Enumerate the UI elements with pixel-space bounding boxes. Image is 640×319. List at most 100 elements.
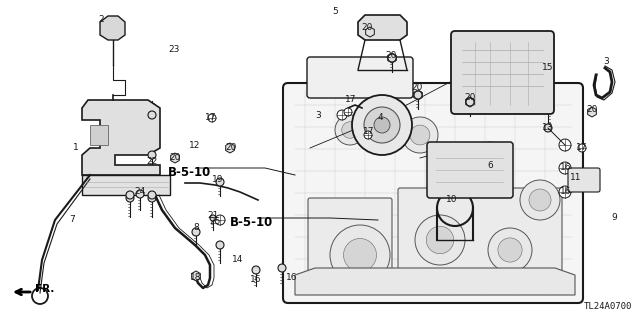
Polygon shape: [82, 175, 170, 195]
Text: 20: 20: [412, 84, 422, 93]
Text: 8: 8: [193, 224, 199, 233]
Circle shape: [192, 228, 200, 236]
Circle shape: [252, 266, 260, 274]
Polygon shape: [191, 271, 200, 281]
Circle shape: [216, 178, 224, 186]
Circle shape: [410, 125, 430, 145]
Text: 24: 24: [134, 188, 146, 197]
Text: B-5-10: B-5-10: [168, 166, 211, 179]
Circle shape: [480, 150, 500, 170]
Circle shape: [335, 115, 365, 145]
Circle shape: [415, 215, 465, 265]
Circle shape: [388, 54, 396, 62]
Text: TL24A0700: TL24A0700: [584, 302, 632, 311]
Circle shape: [466, 98, 474, 106]
FancyBboxPatch shape: [398, 188, 562, 292]
Text: 19: 19: [212, 175, 224, 184]
Circle shape: [559, 162, 571, 174]
Circle shape: [352, 95, 412, 155]
Polygon shape: [413, 90, 422, 100]
Text: 3: 3: [315, 110, 321, 120]
Text: 6: 6: [487, 160, 493, 169]
Polygon shape: [295, 268, 575, 295]
Text: 15: 15: [542, 63, 554, 72]
Circle shape: [148, 111, 156, 119]
Text: 21: 21: [207, 211, 219, 219]
Text: 17: 17: [205, 114, 217, 122]
Circle shape: [330, 225, 390, 285]
Text: 20: 20: [586, 106, 598, 115]
Polygon shape: [82, 100, 160, 175]
Text: 16: 16: [250, 276, 262, 285]
Text: 4: 4: [377, 114, 383, 122]
Circle shape: [498, 238, 522, 262]
Circle shape: [364, 107, 400, 143]
Circle shape: [559, 139, 571, 151]
FancyBboxPatch shape: [568, 168, 600, 192]
Text: 22: 22: [147, 158, 157, 167]
Circle shape: [126, 194, 134, 202]
Text: 17: 17: [576, 144, 588, 152]
Circle shape: [278, 264, 286, 272]
Circle shape: [414, 91, 422, 99]
Text: 23: 23: [168, 46, 180, 55]
Circle shape: [544, 124, 552, 132]
Polygon shape: [90, 125, 108, 145]
Circle shape: [208, 114, 216, 122]
Polygon shape: [388, 53, 396, 63]
Circle shape: [402, 117, 438, 153]
Circle shape: [148, 191, 156, 199]
Circle shape: [148, 151, 156, 159]
Circle shape: [136, 190, 144, 198]
Polygon shape: [100, 16, 125, 40]
Text: 12: 12: [189, 140, 201, 150]
Text: 3: 3: [603, 57, 609, 66]
Circle shape: [374, 117, 390, 133]
Polygon shape: [365, 27, 374, 37]
Text: FR.: FR.: [35, 284, 54, 294]
Circle shape: [559, 186, 571, 198]
FancyBboxPatch shape: [308, 198, 392, 287]
Polygon shape: [588, 107, 596, 117]
Text: 13: 13: [542, 123, 554, 132]
Circle shape: [337, 110, 347, 120]
Text: 16: 16: [286, 273, 298, 283]
Text: 1: 1: [73, 144, 79, 152]
Circle shape: [578, 144, 586, 152]
Polygon shape: [226, 143, 234, 153]
Polygon shape: [466, 97, 474, 107]
Text: 7: 7: [69, 216, 75, 225]
Circle shape: [344, 239, 376, 271]
Text: 9: 9: [611, 213, 617, 222]
Text: 20: 20: [385, 50, 397, 60]
Text: 5: 5: [332, 8, 338, 17]
Circle shape: [364, 131, 372, 139]
Text: 25: 25: [209, 218, 221, 226]
Circle shape: [342, 122, 358, 138]
Circle shape: [472, 142, 508, 178]
Text: 17: 17: [364, 128, 375, 137]
FancyBboxPatch shape: [427, 142, 513, 198]
Text: B-5-10: B-5-10: [230, 216, 273, 228]
Circle shape: [148, 194, 156, 202]
Circle shape: [126, 191, 134, 199]
Polygon shape: [358, 15, 407, 40]
Circle shape: [488, 228, 532, 272]
FancyBboxPatch shape: [451, 31, 554, 114]
Circle shape: [344, 108, 352, 116]
Circle shape: [216, 241, 224, 249]
Circle shape: [520, 180, 560, 220]
Text: 20: 20: [464, 93, 476, 102]
Text: 10: 10: [446, 196, 458, 204]
Text: 20: 20: [362, 24, 372, 33]
Polygon shape: [171, 153, 179, 163]
Circle shape: [426, 226, 454, 254]
Text: 14: 14: [232, 256, 244, 264]
Text: 18: 18: [190, 273, 202, 283]
FancyBboxPatch shape: [283, 83, 583, 303]
Circle shape: [210, 215, 216, 221]
Text: 11: 11: [570, 174, 582, 182]
Text: 16: 16: [560, 188, 572, 197]
FancyBboxPatch shape: [307, 57, 413, 98]
Circle shape: [215, 215, 225, 225]
